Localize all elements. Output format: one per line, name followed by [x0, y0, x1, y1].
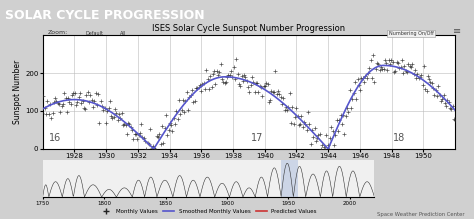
Y-axis label: Sunspot Number: Sunspot Number: [13, 60, 22, 124]
Text: 16: 16: [49, 133, 62, 143]
Bar: [281, 160, 298, 197]
Text: Space Weather Prediction Center: Space Weather Prediction Center: [377, 212, 465, 217]
Text: 17: 17: [251, 133, 263, 143]
Text: Numbering On/Off: Numbering On/Off: [389, 31, 434, 36]
Title: ISES Solar Cycle Sunspot Number Progression: ISES Solar Cycle Sunspot Number Progress…: [152, 24, 346, 33]
Text: Zoom:: Zoom:: [47, 30, 68, 35]
Text: All: All: [120, 32, 126, 36]
Text: 18: 18: [393, 133, 406, 143]
Text: ≡: ≡: [453, 26, 461, 36]
Legend: Monthly Values, Smoothed Monthly Values, Predicted Values: Monthly Values, Smoothed Monthly Values,…: [98, 207, 319, 216]
Text: Default: Default: [86, 32, 104, 36]
Text: SOLAR CYCLE PROGRESSION: SOLAR CYCLE PROGRESSION: [5, 9, 204, 22]
X-axis label: Universal Time: Universal Time: [220, 162, 277, 171]
